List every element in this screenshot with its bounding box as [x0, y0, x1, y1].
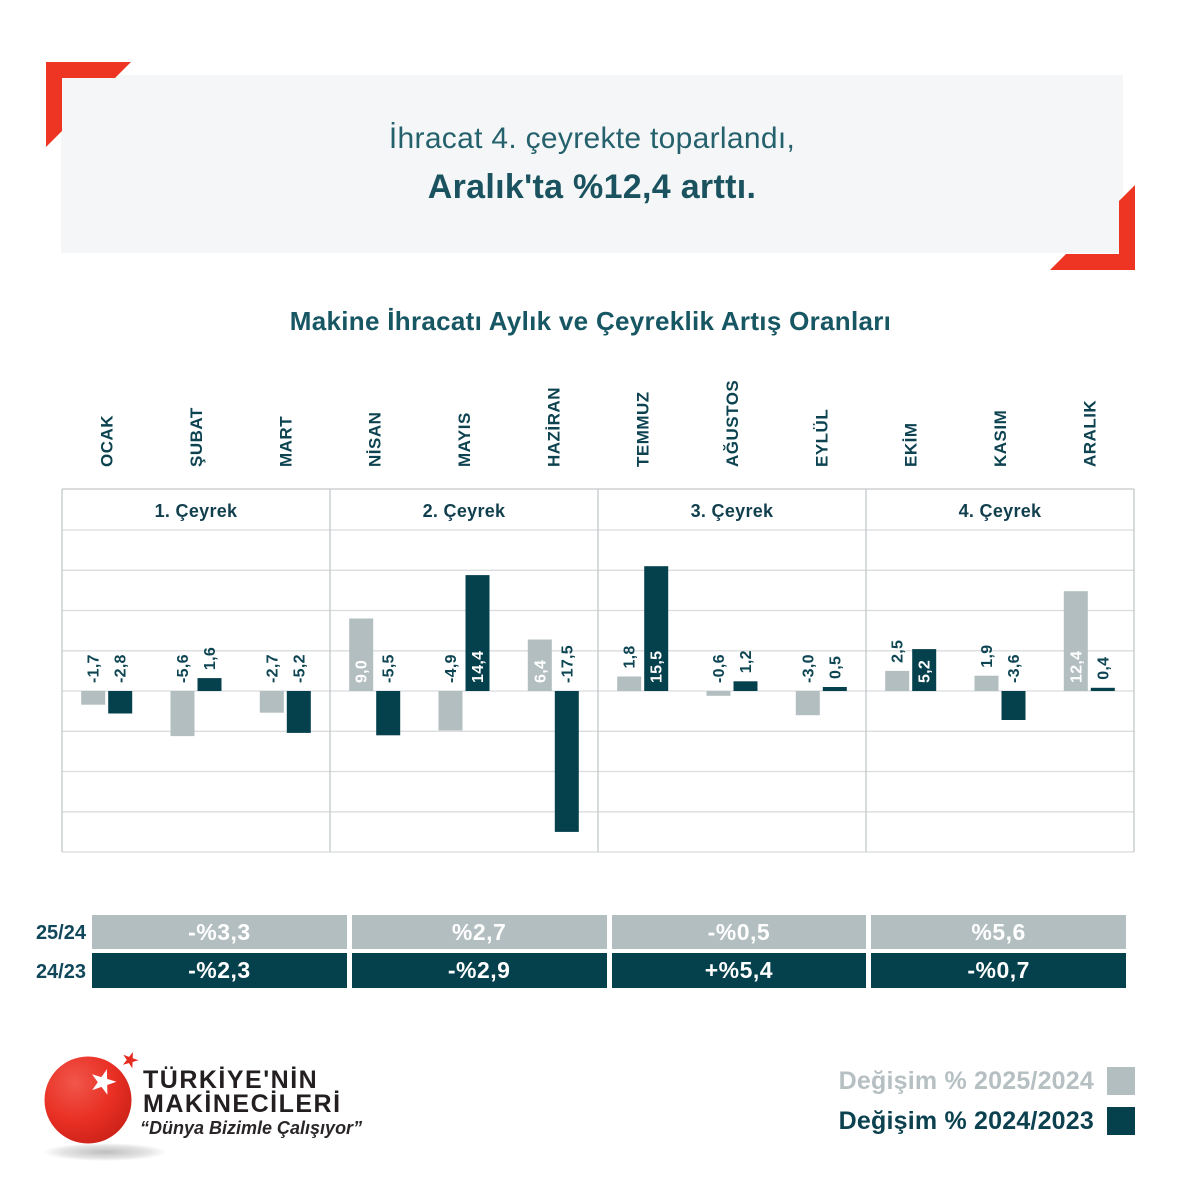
bar-ocak	[81, 691, 106, 705]
quarter-label: 3. Çeyrek	[691, 501, 774, 521]
legend-swatch-teal	[1107, 1107, 1135, 1135]
month-label: HAZİRAN	[544, 387, 563, 467]
bar-value-label: -3,0	[800, 654, 817, 683]
bar-value-label: 14,4	[470, 651, 487, 683]
bar-ni̇san	[349, 618, 374, 691]
chart-title: Makine İhracatı Aylık ve Çeyreklik Artış…	[289, 306, 892, 336]
logo-tagline: “Dünya Bizimle Çalışıyor”	[140, 1118, 363, 1138]
logo-shadow	[43, 1143, 167, 1161]
bar-value-label: -1,7	[86, 654, 103, 683]
bar-value-label: 6,4	[532, 660, 549, 683]
bar-value-label: 15,5	[649, 651, 666, 683]
table-cell: -%0,5	[611, 915, 867, 949]
month-label: NİSAN	[366, 412, 385, 467]
bar-eylül	[822, 687, 847, 691]
logo-text-line1: TÜRKİYE'NİN	[143, 1066, 319, 1094]
month-label: TEMMUZ	[634, 391, 653, 467]
bar-ocak	[108, 691, 133, 714]
bar-value-label: -17,5	[559, 645, 576, 683]
bar-mayis	[465, 575, 490, 691]
bar-value-label: 1,6	[202, 647, 219, 670]
legend-item-2024-2023: Değişim % 2024/2023	[839, 1107, 1135, 1135]
bar-aralik	[1063, 591, 1088, 691]
bar-ni̇san	[376, 691, 401, 736]
legend-item-2025-2024: Değişim % 2025/2024	[839, 1067, 1135, 1095]
table-cell: +%5,4	[611, 953, 867, 988]
table-cell: -%2,3	[92, 953, 347, 988]
bar-eylül	[795, 691, 820, 716]
bar-mart	[259, 691, 284, 713]
bar-temmuz	[617, 676, 642, 691]
bar-value-label: 9,0	[354, 660, 371, 683]
bar-mart	[286, 691, 311, 733]
table-row-label-24-23: 24/23	[35, 961, 86, 983]
bar-value-label: 0,5	[827, 656, 844, 679]
month-label: EKİM	[902, 423, 921, 468]
table-row-2025-2024: -%3,3 %2,7 -%0,5 %5,6	[92, 915, 1126, 949]
bar-şubat	[197, 678, 222, 691]
bar-aralik	[1090, 687, 1115, 691]
bar-hazi̇ran	[554, 691, 579, 832]
month-label: ŞUBAT	[187, 407, 206, 467]
quarter-label: 1. Çeyrek	[155, 501, 238, 521]
bar-kasim	[1001, 691, 1026, 720]
bar-mayis	[438, 691, 463, 731]
bar-value-label: 12,4	[1068, 651, 1085, 683]
month-label: MAYIS	[455, 412, 474, 467]
bar-value-label: 0,4	[1095, 657, 1112, 680]
legend-label: Değişim % 2024/2023	[838, 1106, 1094, 1135]
logo-text-line2: MAKİNECİLERİ	[143, 1090, 342, 1118]
bar-temmuz	[644, 566, 669, 691]
bar-kasim	[974, 675, 999, 691]
bar-value-label: -5,6	[175, 654, 192, 683]
table-cell: %2,7	[351, 915, 607, 949]
table-row-label-25-24: 25/24	[35, 922, 86, 944]
month-label: OCAK	[98, 415, 117, 467]
table-cell: -%2,9	[351, 953, 607, 988]
bar-value-label: -5,5	[381, 654, 398, 683]
bar-eki̇m	[885, 670, 910, 691]
corner-bracket-bottom-right	[1050, 185, 1135, 270]
bar-value-label: -0,6	[711, 654, 728, 683]
bar-value-label: 2,5	[890, 640, 907, 663]
bar-ağustos	[706, 691, 731, 696]
table-cell: -%0,7	[871, 953, 1126, 988]
bar-value-label: -2,7	[264, 654, 281, 683]
bar-value-label: -2,8	[113, 654, 130, 683]
table-cell: %5,6	[871, 915, 1126, 949]
header-title-line2: Aralık'ta %12,4 arttı.	[427, 167, 757, 206]
header-banner: İhracat 4. çeyrekte toparlandı, Aralık't…	[61, 75, 1123, 253]
bar-value-label: -4,9	[443, 654, 460, 683]
legend-label: Değişim % 2025/2024	[838, 1066, 1094, 1095]
bar-value-label: -3,6	[1006, 654, 1023, 683]
bar-value-label: 1,9	[979, 645, 996, 668]
month-label: MART	[276, 416, 295, 467]
month-label: KASIM	[991, 410, 1010, 467]
table-row-2024-2023: -%2,3 -%2,9 +%5,4 -%0,7	[92, 953, 1126, 988]
bar-value-label: 5,2	[917, 660, 934, 683]
month-label: AĞUSTOS	[723, 380, 742, 467]
bar-value-label: 1,8	[622, 645, 639, 668]
quarter-label: 2. Çeyrek	[423, 501, 506, 521]
legend-swatch-gray	[1107, 1067, 1135, 1095]
quarter-label: 4. Çeyrek	[959, 501, 1042, 521]
logo-red-ball	[44, 1056, 132, 1144]
month-label: ARALIK	[1080, 400, 1099, 467]
bar-value-label: -5,2	[291, 654, 308, 683]
month-label: EYLÜL	[812, 409, 831, 467]
logo-white-star	[92, 1069, 117, 1095]
bar-hazi̇ran	[527, 639, 552, 691]
table-cell: -%3,3	[92, 915, 347, 949]
bar-şubat	[170, 691, 195, 737]
header-title-line1: İhracat 4. çeyrekte toparlandı,	[388, 121, 796, 155]
bar-eki̇m	[912, 649, 937, 691]
bar-ağustos	[733, 681, 758, 691]
logo-small-red-star	[122, 1052, 139, 1069]
bar-value-label: 1,2	[738, 650, 755, 673]
corner-bracket-top-left	[46, 62, 131, 147]
